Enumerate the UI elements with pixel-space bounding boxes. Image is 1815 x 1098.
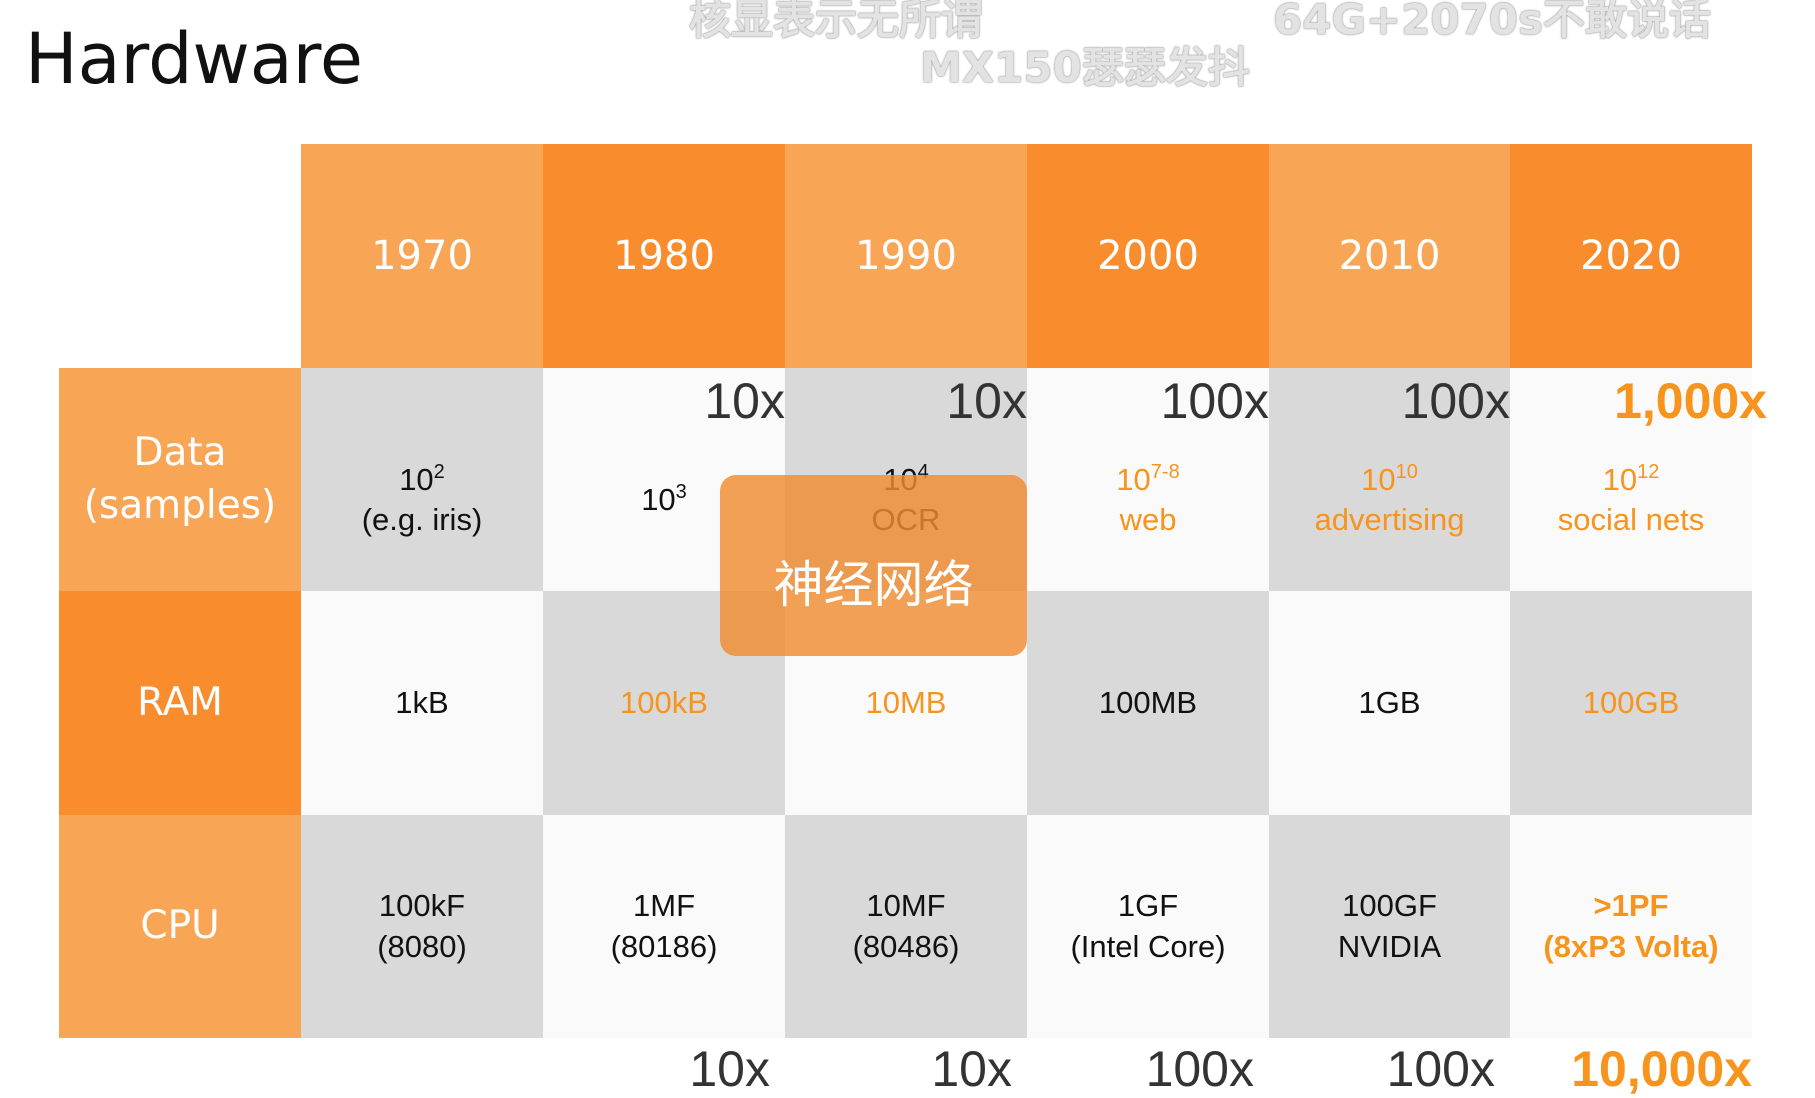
cpu-growth: 10x bbox=[689, 1041, 770, 1097]
cell-line: social nets bbox=[1557, 502, 1705, 537]
cell: >1PF (8xP3 Volta) bbox=[1510, 815, 1752, 1038]
cell-exponent: 10 bbox=[1395, 460, 1418, 483]
cell: 100MB bbox=[1027, 591, 1269, 815]
cell: 1GB bbox=[1269, 591, 1510, 815]
cell-line: 107-8 bbox=[1116, 459, 1179, 500]
data-growth: 1,000x bbox=[1614, 373, 1767, 429]
cell-line: 1kB bbox=[395, 684, 449, 720]
cell-base: 10 bbox=[1361, 461, 1396, 497]
cell: 1GF (Intel Core) bbox=[1027, 815, 1269, 1038]
overlay-label: 神经网络 bbox=[720, 475, 1027, 656]
cell-line: 102 bbox=[399, 459, 445, 500]
cell-line: 1GB bbox=[1358, 684, 1421, 720]
row-label-line: RAM bbox=[137, 679, 223, 725]
cell-line: 100GB bbox=[1582, 684, 1680, 720]
comment: 核显表示无所谓 bbox=[689, 0, 984, 44]
cell: 100GB bbox=[1510, 591, 1752, 815]
column-header: 1990 bbox=[785, 144, 1027, 368]
cell-base: 10 bbox=[399, 461, 434, 497]
column-header: 2000 bbox=[1027, 144, 1269, 368]
cell: 107-8 web bbox=[1027, 368, 1269, 591]
row-label-line: Data bbox=[133, 429, 227, 475]
cell: 100kF (8080) bbox=[301, 815, 543, 1038]
cell-line: 1MF bbox=[633, 888, 695, 924]
row-label: Data (samples) bbox=[59, 368, 301, 591]
column-header: 1970 bbox=[301, 144, 543, 368]
cell-line: 100kB bbox=[620, 684, 708, 720]
cpu-growth: 100x bbox=[1145, 1041, 1254, 1097]
data-growth: 100x bbox=[1401, 373, 1510, 429]
cell-line: (80186) bbox=[610, 928, 718, 964]
cell-line: 1012 bbox=[1603, 459, 1660, 500]
cell-line: advertising bbox=[1314, 502, 1465, 537]
row-label: CPU bbox=[59, 815, 301, 1038]
cell-line: >1PF bbox=[1593, 888, 1669, 924]
cell-line: (e.g. iris) bbox=[361, 502, 483, 537]
comment: MX150瑟瑟发抖 bbox=[920, 43, 1250, 92]
cell-line: 10MB bbox=[865, 684, 947, 720]
row-label: RAM bbox=[59, 591, 301, 815]
cell-line: 100kF bbox=[378, 888, 466, 924]
cell-line: NVIDIA bbox=[1337, 928, 1442, 964]
cell-line: 1GF bbox=[1117, 888, 1179, 924]
cell-exponent: 7-8 bbox=[1150, 460, 1180, 483]
cell-line: (8080) bbox=[377, 928, 467, 964]
column-header: 1980 bbox=[543, 144, 785, 368]
row-label-line: CPU bbox=[140, 903, 220, 949]
cpu-growth: 10x bbox=[931, 1041, 1012, 1097]
column-header: 2010 bbox=[1269, 144, 1510, 368]
cell-line: 1010 bbox=[1361, 459, 1418, 500]
data-growth: 10x bbox=[946, 373, 1027, 429]
comment: 64G+2070s不敢说话 bbox=[1273, 0, 1712, 44]
data-growth: 10x bbox=[704, 373, 785, 429]
cell: 102 (e.g. iris) bbox=[301, 368, 543, 591]
cell: 10MF (80486) bbox=[785, 815, 1027, 1038]
cell-exponent: 4 bbox=[917, 460, 929, 483]
cell-line: 100MB bbox=[1098, 684, 1198, 720]
cell: 1010 advertising bbox=[1269, 368, 1510, 591]
data-growth: 100x bbox=[1160, 373, 1269, 429]
cell-exponent: 3 bbox=[675, 480, 687, 503]
cell-line: (80486) bbox=[852, 928, 960, 964]
cell: 100GF NVIDIA bbox=[1269, 815, 1510, 1038]
cell-line: web bbox=[1119, 502, 1177, 537]
cell: 1kB bbox=[301, 591, 543, 815]
cpu-growth: 100x bbox=[1386, 1041, 1495, 1097]
row-label-line: (samples) bbox=[83, 482, 277, 528]
cell: 1012 social nets bbox=[1510, 368, 1752, 591]
cell-exponent: 12 bbox=[1637, 460, 1660, 483]
cell-line: (8xP3 Volta) bbox=[1543, 928, 1719, 964]
cell-line: 10MF bbox=[866, 888, 946, 924]
cell-line: 103 bbox=[641, 479, 687, 520]
cell-base: 10 bbox=[641, 481, 676, 517]
cell-base: 10 bbox=[1116, 461, 1151, 497]
cpu-growth: 10,000x bbox=[1571, 1041, 1752, 1097]
cell-line: (Intel Core) bbox=[1070, 928, 1226, 964]
cell-base: 10 bbox=[1602, 461, 1638, 497]
column-header: 2020 bbox=[1510, 144, 1752, 368]
title: Hardware bbox=[25, 18, 363, 100]
cell-exponent: 2 bbox=[433, 460, 445, 483]
cell-line: 100GF bbox=[1342, 888, 1437, 924]
cell: 1MF (80186) bbox=[543, 815, 785, 1038]
